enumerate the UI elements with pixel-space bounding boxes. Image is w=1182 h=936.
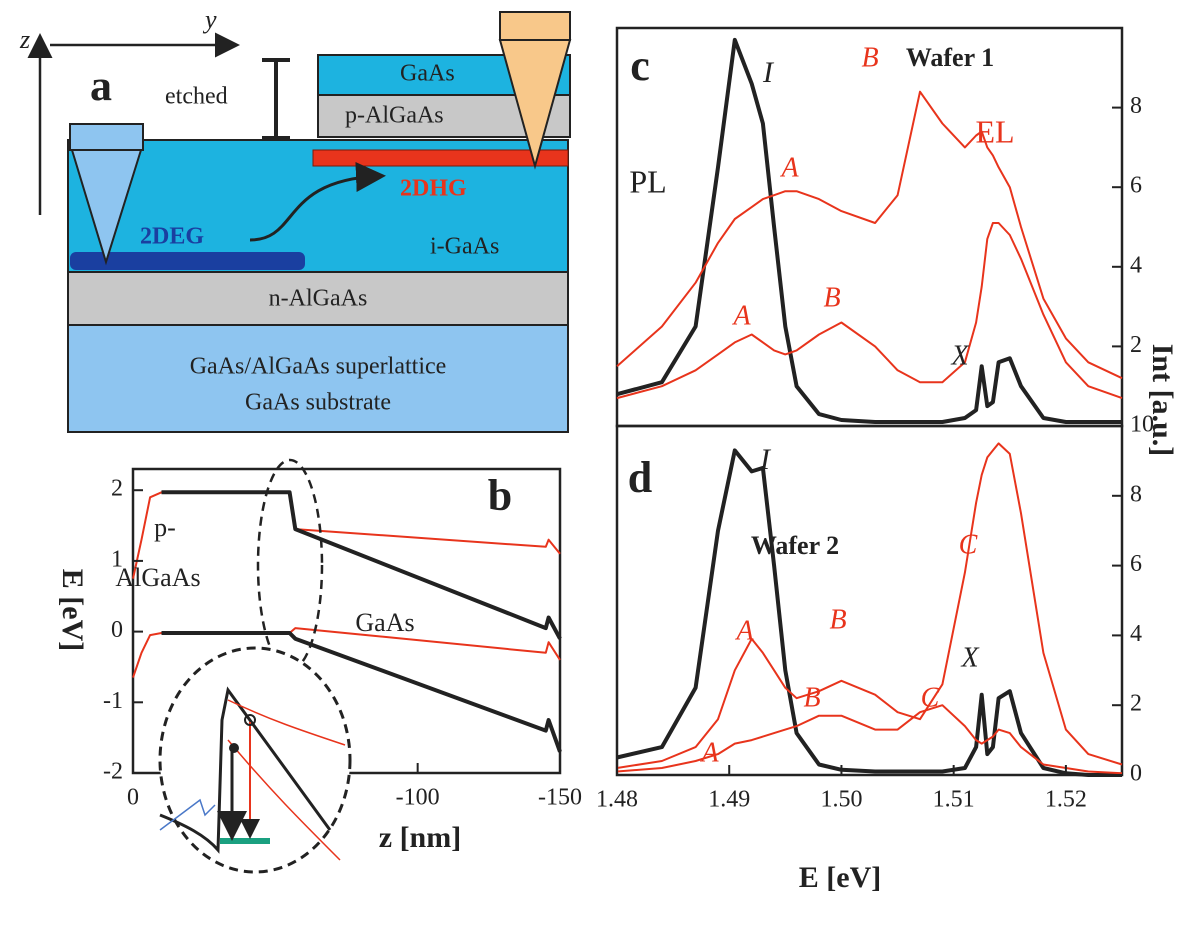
annotation: GaAs [355,608,414,637]
inset [160,460,350,872]
device-diagram: y z a etched GaAs p-AlGaAs 2DHG 2DEG i-G… [19,5,570,432]
annotation: Wafer 2 [751,531,839,560]
y-tick-label: 0 [1130,761,1142,787]
y-tick-label: 4 [1130,252,1142,278]
plot-frame [617,426,1122,775]
axis-label: y [202,5,217,34]
label: GaAs substrate [245,390,391,416]
annotation: X [960,642,979,673]
annotation: PL [629,163,666,199]
y-tick-label: 6 [1130,551,1142,577]
annotation: b [488,471,512,520]
y-tick-label: 2 [1130,691,1142,717]
y-tick-label: 2 [1130,332,1142,358]
x-tick-label: 1.49 [708,787,750,813]
label: p-AlGaAs [345,103,444,129]
annotation: p- [154,513,176,542]
y-tick-label: 4 [1130,621,1142,647]
axis-label: z [19,25,30,54]
label: GaAs/AlGaAs superlattice [190,354,447,380]
inset-state [220,838,270,844]
x-tick-label: 1.50 [820,787,862,813]
label: etched [165,84,228,110]
y-tick-label: 10 [1130,412,1154,438]
contact [500,12,570,40]
annotation: A [699,737,719,768]
etch-marker [262,60,290,138]
annotation: EL [975,113,1014,149]
y-tick-label: -1 [103,688,123,714]
y-tick-label: 6 [1130,173,1142,199]
y-tick-label: 8 [1130,93,1142,119]
annotation: B [823,282,840,313]
series-line [617,92,1122,379]
y-axis-title: E [eV] [56,569,89,651]
annotation: Wafer 1 [906,43,994,72]
x-tick-label: 1.48 [596,787,638,813]
x-tick-label: -150 [538,785,582,811]
series-line [617,40,1122,422]
inset-electron [229,743,239,753]
plot-frame [617,28,1122,426]
x-tick-label: 1.52 [1045,787,1087,813]
annotation: d [628,453,652,502]
label: GaAs [400,61,455,87]
annotation: I [759,443,772,476]
2dhg-sheet [313,150,568,166]
series-line [617,705,1122,773]
y-tick-label: -2 [103,759,123,785]
x-tick-label: -100 [396,785,440,811]
annotation: c [630,41,650,90]
contact [70,124,143,150]
annotation: C [921,682,940,713]
annotation: A [779,152,799,183]
annotation: B [829,604,846,635]
annotation: X [950,340,969,371]
x-tick-label: 0 [127,785,139,811]
x-axis-title: z [nm] [379,821,461,854]
y-tick-label: 2 [111,476,123,502]
annotation: AlGaAs [115,563,200,592]
annotation: I [762,56,775,89]
panel-label: a [90,61,112,110]
y-tick-label: 8 [1130,481,1142,507]
annotation: B [861,42,878,73]
label: 2DHG [400,176,467,202]
label: 2DEG [140,224,204,250]
page: {"diagram": {"axis_y": "y", "axis_z": "z… [0,0,1182,936]
annotation: C [959,529,978,560]
x-tick-label: 1.51 [933,787,975,813]
series-line [617,443,1122,768]
label: n-AlGaAs [269,286,368,312]
y-axis-title: Int [a.u.] [1146,344,1179,457]
y-tick-label: 0 [111,617,123,643]
series-line [617,223,1122,398]
annotation: A [731,300,751,331]
label: i-GaAs [430,234,499,260]
figure: y z a etched GaAs p-AlGaAs 2DHG 2DEG i-G… [0,0,1182,936]
x-axis-title: E [eV] [799,861,881,894]
annotation: A [734,615,754,646]
annotation: B [803,682,820,713]
